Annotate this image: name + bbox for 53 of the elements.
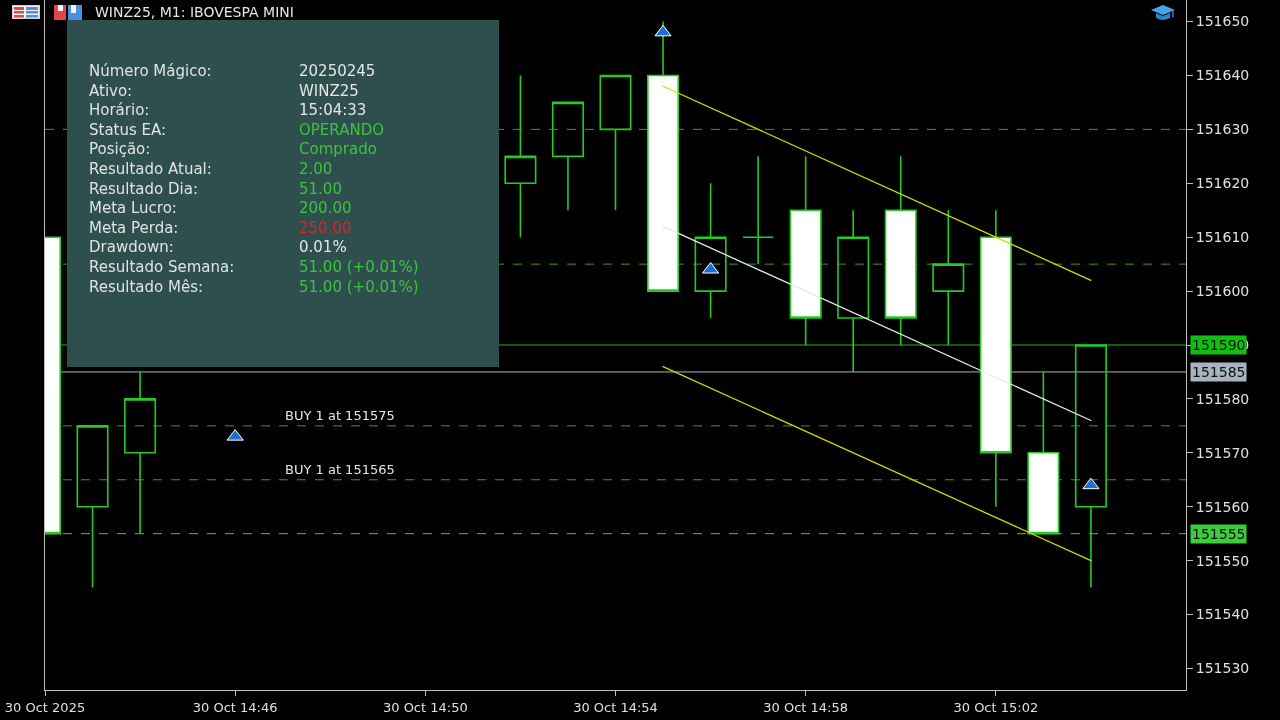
text: Ativo: WINZ25 xyxy=(89,81,359,100)
candlestick xyxy=(979,209,1012,508)
y-tick-label: 151610 xyxy=(1195,229,1250,246)
candlestick xyxy=(932,209,965,346)
y-tick-label: 151650 xyxy=(1195,13,1250,30)
y-tick-label: 151580 xyxy=(1195,390,1250,407)
y-tick-label: 151600 xyxy=(1195,282,1250,299)
candlestick xyxy=(742,155,775,265)
y-tick-label: 151530 xyxy=(1195,660,1250,677)
x-tick-label: 30 Oct 14:46 xyxy=(192,699,278,715)
text: Meta Lucro: 200.00 xyxy=(89,199,352,218)
candlestick xyxy=(504,74,537,238)
candlestick xyxy=(647,20,680,292)
candlestick xyxy=(884,155,917,346)
point xyxy=(654,24,672,37)
y-tick-label: 151640 xyxy=(1195,67,1250,84)
y-tick-label: 151570 xyxy=(1195,444,1250,461)
candlestick xyxy=(76,425,109,589)
candlestick xyxy=(789,155,822,346)
text: Resultado Semana: 51.00 (+0.01%) xyxy=(89,257,419,276)
annotation: BUY 1 at 151575 xyxy=(285,408,395,423)
text: Resultado Dia: 51.00 xyxy=(89,179,342,198)
text: Horário: 15:04:33 xyxy=(89,101,367,120)
text: Posição: Comprado xyxy=(89,140,377,159)
candlestick xyxy=(599,74,632,212)
candlestick xyxy=(837,209,870,373)
y-tick-label: 151620 xyxy=(1195,175,1250,192)
y-tick-label: 151540 xyxy=(1195,606,1250,623)
candlestick xyxy=(124,371,157,535)
annotation: BUY 1 at 151565 xyxy=(285,462,395,477)
ref-line-label: 151585 xyxy=(1192,364,1246,380)
point xyxy=(1082,477,1100,490)
ref-line-label: 151590 xyxy=(1192,337,1246,353)
y-tick-label: 151630 xyxy=(1195,121,1250,138)
text: Drawdown: 0.01% xyxy=(89,238,347,257)
text: Resultado Atual: 2.00 xyxy=(89,159,333,178)
x-tick-label: 30 Oct 15:02 xyxy=(953,699,1039,715)
text: Meta Perda: 250.00 xyxy=(89,218,352,237)
candlestick xyxy=(1074,344,1107,589)
x-tick-label: 30 Oct 14:50 xyxy=(382,699,468,715)
y-tick-label: 151560 xyxy=(1195,498,1250,515)
x-tick-label: 30 Oct 14:54 xyxy=(573,699,658,715)
y-tick-label: 151550 xyxy=(1195,552,1250,569)
candlestick xyxy=(694,182,727,319)
x-tick-label: 30 Oct 2025 xyxy=(4,699,86,715)
text: Número Mágico: 20250245 xyxy=(89,62,376,80)
candlestick xyxy=(551,101,584,212)
ref-line-label: 151555 xyxy=(1192,526,1246,542)
x-tick-label: 30 Oct 14:58 xyxy=(763,699,849,715)
text: Status EA: OPERANDO xyxy=(89,120,384,139)
chart-title: WINZ25, M1: IBOVESPA MINI xyxy=(95,3,294,20)
candlestick xyxy=(1027,371,1060,535)
text: Resultado Mês: 51.00 (+0.01%) xyxy=(89,277,419,296)
